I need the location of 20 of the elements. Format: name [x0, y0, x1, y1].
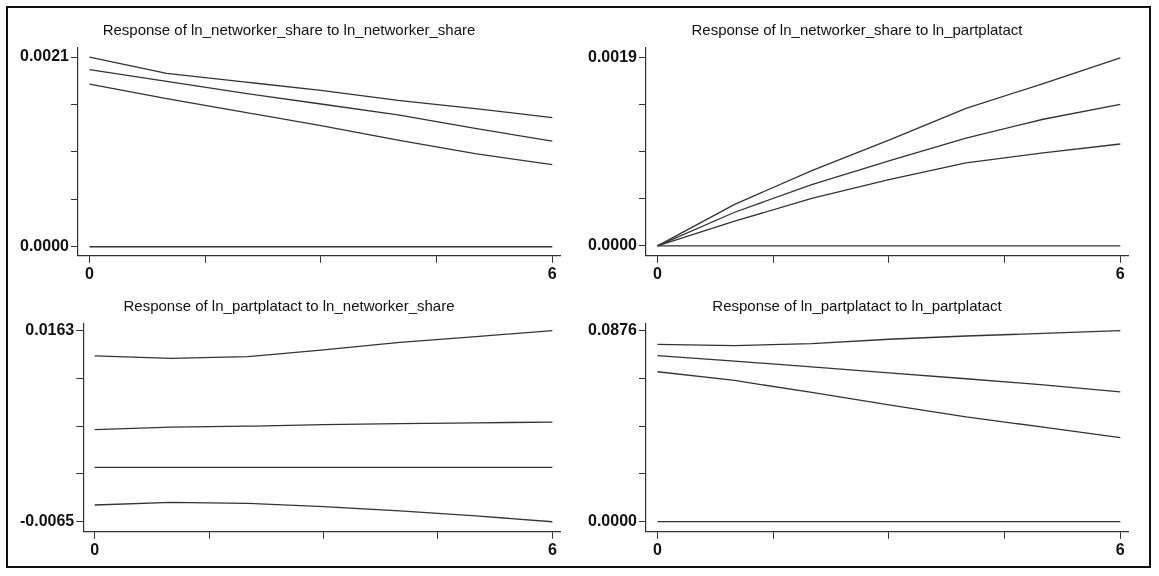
x-tick-label: 0 [653, 540, 663, 558]
y-tick-label: 0.0000 [588, 236, 638, 254]
y-tick-label: 0.0021 [20, 47, 70, 65]
x-tick-label: 0 [85, 264, 95, 282]
y-tick-label: 0.0000 [20, 237, 70, 255]
chart-title: Response of ln_partplatact to ln_partplatact [712, 297, 1003, 315]
x-tick-label: 6 [1115, 540, 1125, 558]
y-tick-label: 0.0876 [588, 320, 638, 338]
y-tick-label: 0.0000 [588, 511, 638, 529]
chart-title: Response of ln_networker_share to ln_partplatact [691, 21, 1024, 39]
chart-title: Response of ln_partplatact to ln_networker_share [123, 297, 455, 315]
x-tick-label: 0 [90, 540, 100, 558]
chart-title: Response of ln_networker_share to ln_networker_share [102, 21, 476, 39]
y-tick-label: -0.0065 [20, 512, 75, 530]
x-tick-label: 0 [653, 264, 663, 282]
y-tick-label: 0.0163 [25, 321, 75, 339]
x-tick-label: 6 [547, 540, 557, 558]
x-tick-label: 6 [1115, 264, 1125, 282]
x-tick-label: 6 [547, 264, 557, 282]
y-tick-label: 0.0019 [588, 48, 638, 66]
